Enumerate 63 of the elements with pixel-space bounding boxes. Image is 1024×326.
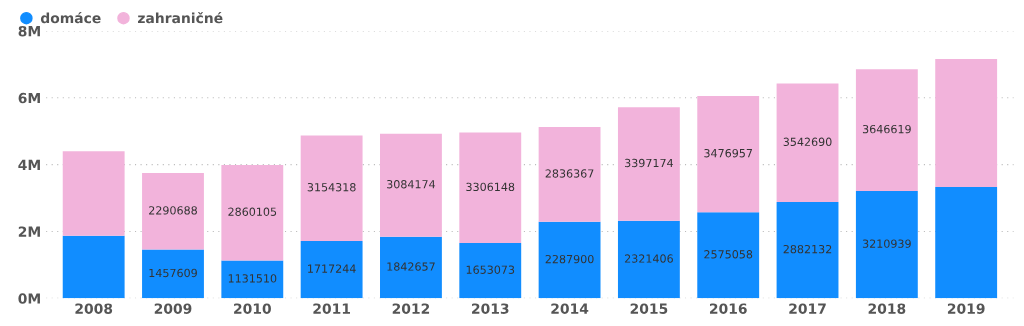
bar xyxy=(221,164,284,261)
data-label: 3210939 xyxy=(862,239,911,248)
bar xyxy=(459,132,522,244)
data-label: 1653073 xyxy=(466,265,515,274)
bar xyxy=(935,187,998,299)
y-tick-label: 2M xyxy=(18,226,40,237)
bar xyxy=(697,212,760,299)
x-tick-label: 2013 xyxy=(472,303,509,314)
bar xyxy=(776,83,839,202)
bar xyxy=(617,107,680,221)
data-label: 3542690 xyxy=(783,137,832,147)
x-tick-label: 2015 xyxy=(630,303,668,314)
bar xyxy=(697,96,760,213)
data-label: 2321406 xyxy=(624,254,673,263)
x-tick-label: 2019 xyxy=(947,303,985,314)
legend-label: domáce xyxy=(40,11,101,24)
data-label: 3397174 xyxy=(625,158,674,168)
data-label: 2287900 xyxy=(545,254,594,264)
x-tick-label: 2010 xyxy=(234,303,271,314)
x-tick-label: 2018 xyxy=(868,303,906,314)
data-label: 3084174 xyxy=(387,180,436,189)
data-label: 1717244 xyxy=(308,264,356,273)
bar xyxy=(142,173,204,250)
data-label: 3646619 xyxy=(862,124,911,134)
data-label: 1842657 xyxy=(387,262,435,271)
bar xyxy=(855,191,918,299)
x-tick-label: 2011 xyxy=(313,303,350,314)
data-label: 3306148 xyxy=(466,182,515,192)
x-tick-label: 2016 xyxy=(709,303,747,314)
bar xyxy=(855,69,918,191)
bar xyxy=(538,127,601,222)
y-tick-label: 6M xyxy=(18,92,40,104)
bar xyxy=(776,201,839,299)
bar xyxy=(380,236,442,299)
y-tick-label: 8M xyxy=(18,25,40,37)
data-label: 2836367 xyxy=(545,169,594,178)
bar xyxy=(142,249,204,299)
legend-label: zahraničné xyxy=(138,11,223,24)
y-tick-label: 4M xyxy=(18,159,40,170)
data-label: 2290688 xyxy=(149,206,197,215)
bar xyxy=(935,59,998,188)
x-tick-label: 2012 xyxy=(392,303,430,314)
data-label: 1457609 xyxy=(149,268,197,278)
data-label: 1131510 xyxy=(228,274,277,283)
bar xyxy=(380,133,442,237)
bar xyxy=(300,240,363,299)
data-label: 3154318 xyxy=(307,183,356,192)
x-tick-label: 2009 xyxy=(154,303,192,314)
data-label: 2575058 xyxy=(704,250,753,259)
y-tick-label: 0M xyxy=(18,293,40,304)
data-label: 2882132 xyxy=(783,244,832,254)
bar xyxy=(538,221,601,299)
x-tick-label: 2017 xyxy=(789,303,826,314)
bar xyxy=(300,135,363,241)
bar xyxy=(617,220,680,299)
x-tick-label: 2008 xyxy=(75,303,113,314)
data-label: 2860105 xyxy=(228,207,277,216)
data-label: 3476957 xyxy=(704,148,753,158)
bar xyxy=(221,260,284,299)
x-tick-label: 2014 xyxy=(551,303,589,314)
bar xyxy=(62,151,125,236)
bar xyxy=(459,243,522,299)
bar xyxy=(62,235,125,299)
